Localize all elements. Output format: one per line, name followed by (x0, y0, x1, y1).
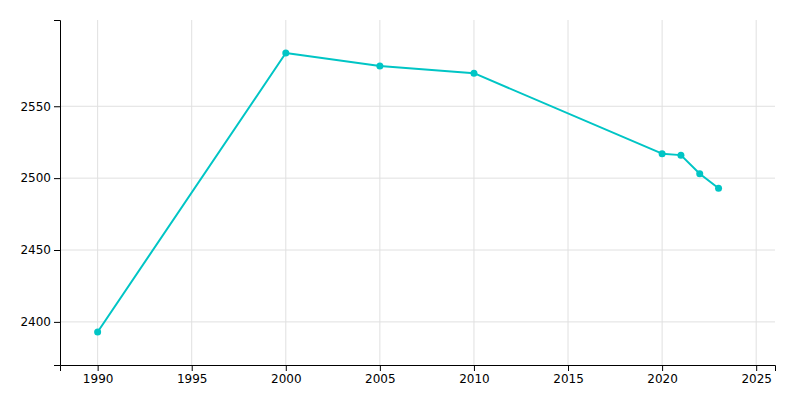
x-tick-label: 1995 (177, 372, 208, 386)
y-tick-mark (54, 322, 60, 323)
x-tick-mark (380, 365, 381, 371)
point (659, 150, 666, 157)
y-tick: 2400 (20, 315, 60, 329)
y-axis: 2400 2450 2500 2550 (20, 21, 60, 366)
x-tick-label: 2000 (271, 372, 302, 386)
grid-line (756, 20, 757, 365)
grid-line (60, 178, 775, 179)
x-tick: 2010 (459, 365, 490, 386)
x-tick-label: 2010 (459, 372, 490, 386)
x-tick-label: 2025 (741, 372, 772, 386)
y-tick-label: 2450 (20, 243, 51, 257)
grid (60, 20, 775, 365)
grid-line (568, 20, 569, 365)
grid-line (97, 20, 98, 365)
plot: 1990 1995 2000 2005 2010 2015 2020 2025 2400 2450… (20, 20, 775, 386)
chart: 1990 1995 2000 2005 2010 2015 2020 2025 2400 2450… (0, 0, 800, 400)
x-axis-line (61, 366, 776, 372)
y-tick-label: 2400 (20, 315, 51, 329)
y-tick-mark (54, 106, 60, 107)
point (696, 170, 703, 177)
x-tick: 2025 (741, 365, 772, 386)
point (715, 185, 722, 192)
y-tick: 2500 (20, 171, 60, 185)
x-tick: 2015 (553, 365, 584, 386)
x-tick-mark (98, 365, 99, 371)
grid-line (285, 20, 286, 365)
x-tick-label: 2020 (647, 372, 678, 386)
grid-line (60, 321, 775, 322)
x-tick-label: 1990 (83, 372, 114, 386)
y-tick-mark (54, 250, 60, 251)
line (98, 53, 719, 332)
marks (94, 50, 722, 336)
x-tick-label: 2005 (365, 372, 396, 386)
x-tick-mark (474, 365, 475, 371)
grid-line (60, 106, 775, 107)
x-tick: 2005 (365, 365, 396, 386)
y-tick-label: 2550 (20, 100, 51, 114)
y-axis-line (54, 21, 61, 366)
x-tick-label: 2015 (553, 372, 584, 386)
point (376, 63, 383, 70)
grid-line (662, 20, 663, 365)
grid-line (60, 250, 775, 251)
y-tick-mark (54, 178, 60, 179)
x-tick-mark (662, 365, 663, 371)
x-tick-mark (568, 365, 569, 371)
x-tick-mark (192, 365, 193, 371)
point (282, 50, 289, 57)
x-axis: 1990 1995 2000 2005 2010 2015 2020 2025 (61, 365, 776, 386)
y-tick: 2450 (20, 243, 60, 257)
x-tick: 2000 (271, 365, 302, 386)
point (94, 328, 101, 335)
y-tick: 2550 (20, 100, 60, 114)
x-tick: 1995 (177, 365, 208, 386)
x-tick: 1990 (83, 365, 114, 386)
grid-line (379, 20, 380, 365)
x-tick: 2020 (647, 365, 678, 386)
x-tick-mark (286, 365, 287, 371)
x-tick-mark (756, 365, 757, 371)
point (470, 70, 477, 77)
point (677, 152, 684, 159)
y-tick-label: 2500 (20, 171, 51, 185)
